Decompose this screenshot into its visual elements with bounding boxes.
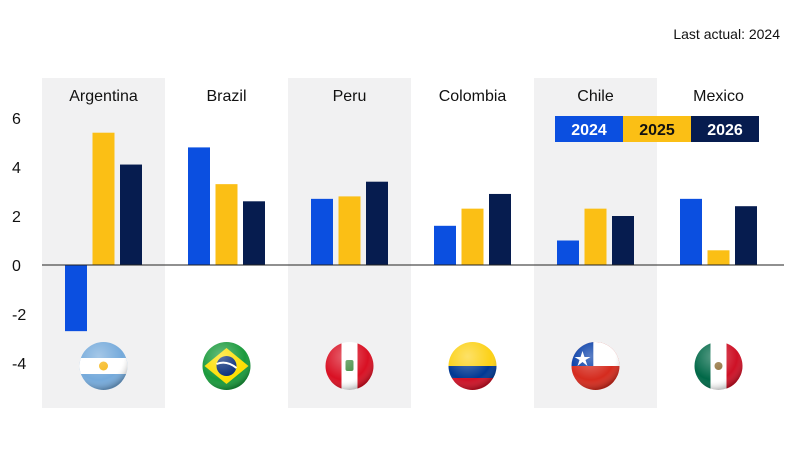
legend-swatch (555, 116, 623, 142)
legend-swatch (691, 116, 759, 142)
colombia-flag-icon (448, 342, 497, 390)
bar (735, 206, 757, 265)
bar (489, 193, 511, 265)
bar (584, 208, 607, 265)
peru-flag-icon (325, 342, 374, 390)
bar (338, 196, 361, 265)
category-label: Chile (577, 88, 614, 105)
bar (243, 201, 265, 265)
bar (707, 250, 730, 265)
bar (366, 181, 388, 265)
argentina-flag-icon (79, 342, 128, 390)
bar (188, 147, 210, 265)
y-tick-label: 6 (12, 111, 21, 128)
y-tick-label: -4 (12, 356, 26, 373)
bar (120, 164, 142, 265)
chile-flag-icon (571, 342, 620, 390)
bar (461, 208, 484, 265)
mexico-flag-icon (694, 342, 743, 390)
bar (311, 198, 333, 265)
category-label: Colombia (439, 88, 507, 105)
bar (557, 240, 579, 265)
bar (65, 265, 87, 332)
brazil-flag-icon (202, 342, 251, 390)
y-tick-label: 4 (12, 160, 21, 177)
category-label: Argentina (69, 88, 138, 105)
bar (680, 198, 702, 265)
bar (215, 184, 238, 265)
y-tick-label: 2 (12, 209, 21, 226)
y-tick-label: -2 (12, 307, 26, 324)
bar (434, 225, 456, 265)
bar (92, 132, 115, 265)
y-tick-label: 0 (12, 258, 21, 275)
legend-swatch (623, 116, 691, 142)
bar (612, 216, 634, 265)
legend-label: 2024 (571, 122, 607, 139)
category-label: Mexico (693, 88, 744, 105)
legend-label: 2025 (639, 122, 675, 139)
legend-label: 2026 (707, 122, 743, 139)
category-label: Peru (333, 88, 367, 105)
category-label: Brazil (206, 88, 246, 105)
last-actual-note: Last actual: 2024 (673, 26, 780, 42)
